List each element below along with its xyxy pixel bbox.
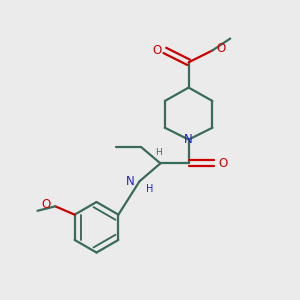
Text: N: N xyxy=(126,175,135,188)
Text: O: O xyxy=(219,157,228,170)
Text: O: O xyxy=(42,198,51,211)
Text: O: O xyxy=(152,44,161,57)
Text: H: H xyxy=(146,184,154,194)
Text: O: O xyxy=(217,42,226,56)
Text: N: N xyxy=(184,133,193,146)
Text: H: H xyxy=(155,148,162,158)
